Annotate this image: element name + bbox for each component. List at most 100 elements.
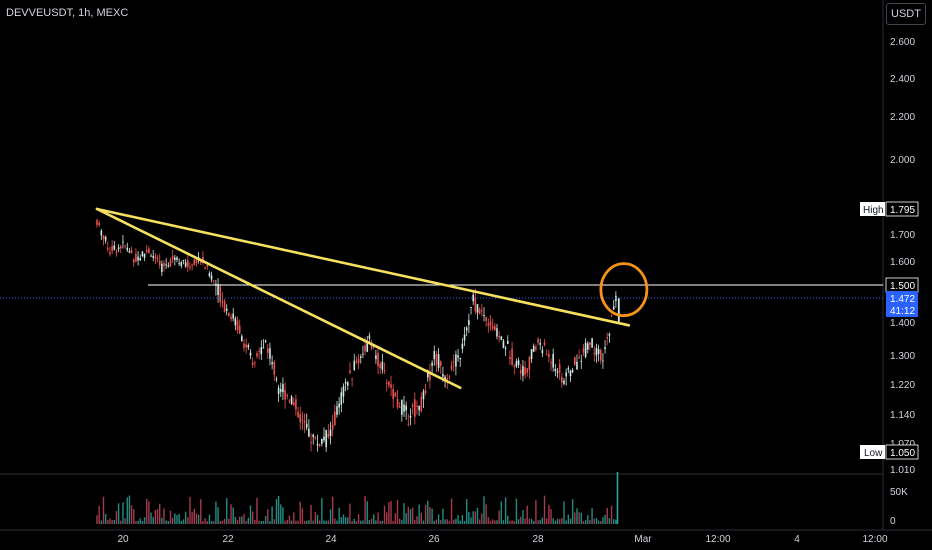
candle-body bbox=[364, 345, 366, 352]
candle-body bbox=[230, 316, 232, 320]
candle-body bbox=[489, 321, 492, 326]
candle-body bbox=[331, 424, 334, 430]
volume-bar bbox=[316, 514, 319, 524]
volume-bar bbox=[472, 511, 474, 524]
currency-button[interactable]: USDT bbox=[886, 3, 926, 25]
y-tick-label: 2.000 bbox=[890, 155, 915, 166]
volume-bar bbox=[431, 508, 433, 524]
candle-body bbox=[574, 357, 576, 365]
volume-bar bbox=[403, 503, 405, 524]
candle-body bbox=[336, 406, 338, 415]
candle-body bbox=[470, 307, 472, 309]
candle-body bbox=[610, 315, 613, 317]
candle-body bbox=[161, 263, 163, 273]
candle-body bbox=[366, 341, 369, 352]
candle-body bbox=[370, 342, 373, 349]
volume-bar bbox=[107, 519, 109, 524]
volume-bar bbox=[200, 499, 202, 524]
volume-bar bbox=[221, 520, 224, 524]
volume-bar bbox=[249, 505, 252, 524]
candle-body bbox=[100, 230, 103, 236]
high-value-border bbox=[885, 201, 919, 217]
candle-body bbox=[273, 361, 276, 375]
volume-bar bbox=[381, 520, 384, 524]
candle-body bbox=[247, 345, 250, 348]
volume-bar bbox=[530, 519, 533, 524]
candle-body bbox=[115, 251, 118, 253]
volume-bar bbox=[478, 519, 481, 524]
candle-body bbox=[491, 326, 494, 329]
volume-bar bbox=[226, 498, 228, 524]
candle-body bbox=[355, 360, 358, 362]
candle-body bbox=[299, 413, 302, 423]
volume-bar bbox=[537, 520, 539, 524]
candle-body bbox=[266, 348, 269, 353]
candle-body bbox=[346, 382, 349, 386]
volume-bar bbox=[293, 512, 295, 524]
candle-body bbox=[193, 259, 196, 265]
candle-body bbox=[295, 399, 297, 410]
volume-bar bbox=[386, 512, 388, 524]
volume-bar bbox=[539, 519, 541, 524]
volume-bar bbox=[489, 520, 492, 524]
volume-bar bbox=[128, 495, 131, 524]
low-label-bg bbox=[860, 445, 885, 459]
candle-body bbox=[174, 257, 176, 260]
y-tick-label: 2.600 bbox=[890, 37, 915, 48]
candle-body bbox=[463, 334, 466, 341]
volume-bar bbox=[383, 505, 386, 524]
volume-bar bbox=[515, 498, 518, 524]
volume-bar bbox=[325, 520, 327, 524]
volume-bar bbox=[509, 520, 511, 524]
candle-body bbox=[180, 262, 183, 266]
volume-bar bbox=[427, 500, 429, 524]
candle-body bbox=[515, 361, 518, 367]
candle-body bbox=[225, 308, 228, 311]
volume-bar bbox=[260, 520, 263, 524]
volume-bar bbox=[146, 498, 148, 524]
candle-body bbox=[459, 358, 462, 360]
candle-body bbox=[424, 390, 427, 393]
volume-bar bbox=[230, 504, 232, 524]
volume-bar bbox=[600, 520, 602, 524]
candle-body bbox=[388, 381, 390, 386]
candle-body bbox=[502, 340, 505, 348]
candle-body bbox=[379, 363, 382, 369]
volume-bar bbox=[507, 515, 509, 524]
candle-body bbox=[599, 350, 602, 361]
volume-bar bbox=[520, 516, 522, 524]
candle-body bbox=[126, 247, 129, 251]
candle-body bbox=[241, 336, 243, 342]
candle-body bbox=[178, 263, 180, 265]
volume-bar bbox=[269, 520, 271, 524]
x-tick-label: 4 bbox=[794, 534, 800, 545]
candle-body bbox=[461, 343, 464, 349]
volume-bar bbox=[336, 520, 338, 524]
volume-bar bbox=[377, 512, 379, 524]
volume-bar bbox=[362, 520, 364, 524]
volume-bar bbox=[96, 515, 98, 524]
volume-bar bbox=[342, 514, 345, 524]
volume-bar bbox=[379, 520, 381, 524]
volume-bar bbox=[204, 518, 206, 524]
volume-bar bbox=[574, 512, 576, 524]
candle-body bbox=[310, 442, 312, 444]
volume-bar bbox=[219, 520, 221, 524]
candle-body bbox=[398, 406, 401, 408]
volume-bar bbox=[591, 508, 593, 524]
volume-bar bbox=[349, 503, 351, 524]
candle-body bbox=[143, 254, 146, 258]
volume-bar bbox=[139, 518, 141, 524]
volume-bar bbox=[247, 517, 250, 524]
candle-body bbox=[474, 298, 477, 312]
candle-body bbox=[275, 378, 278, 380]
breakout-circle bbox=[599, 262, 649, 318]
candle-body bbox=[122, 241, 124, 243]
candle-body bbox=[219, 286, 222, 303]
volume-bar bbox=[602, 517, 604, 524]
volume-bar bbox=[392, 520, 394, 524]
countdown-label: 41:12 bbox=[890, 306, 915, 317]
volume-bar bbox=[416, 516, 418, 524]
candle-body bbox=[297, 411, 299, 418]
